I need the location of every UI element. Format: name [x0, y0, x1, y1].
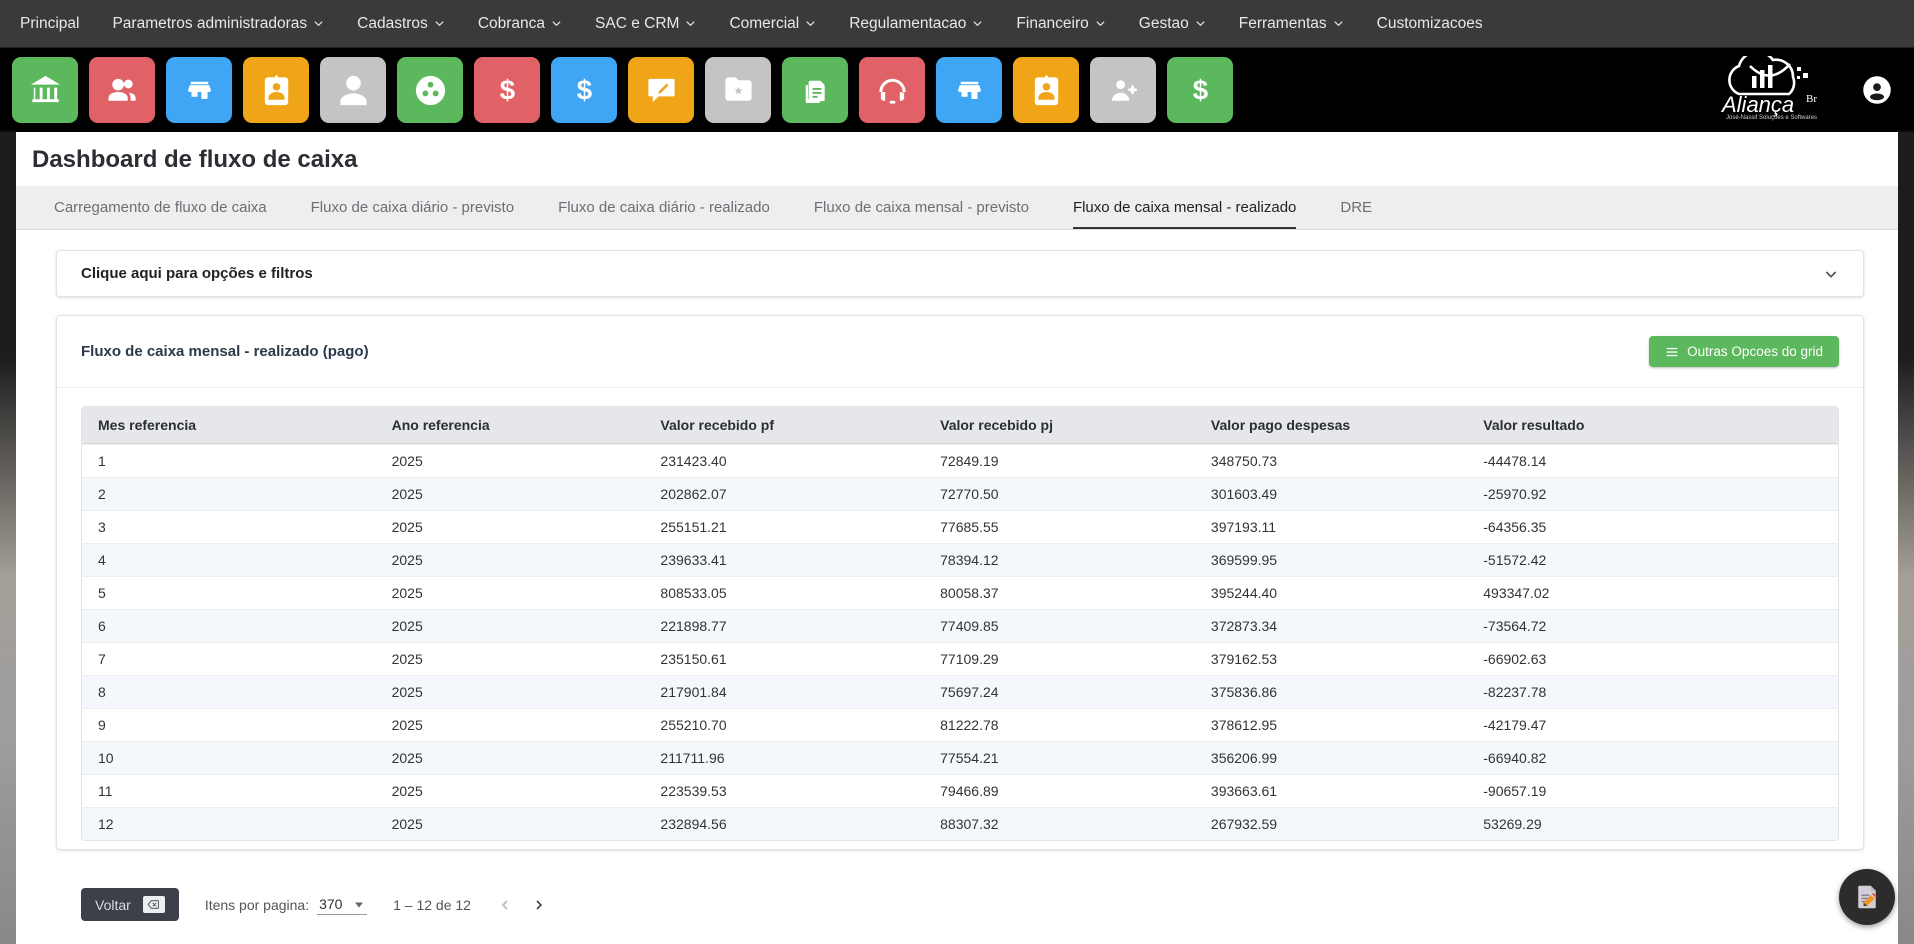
svg-text:$: $: [576, 74, 591, 105]
svg-text:Br: Br: [1806, 93, 1817, 105]
svg-text:José-Nassif Soluções e Softwar: José-Nassif Soluções e Softwares: [1726, 115, 1817, 121]
svg-text:$: $: [499, 74, 514, 105]
svg-text:$: $: [1192, 74, 1207, 105]
svg-text:Aliança: Aliança: [1720, 92, 1794, 117]
